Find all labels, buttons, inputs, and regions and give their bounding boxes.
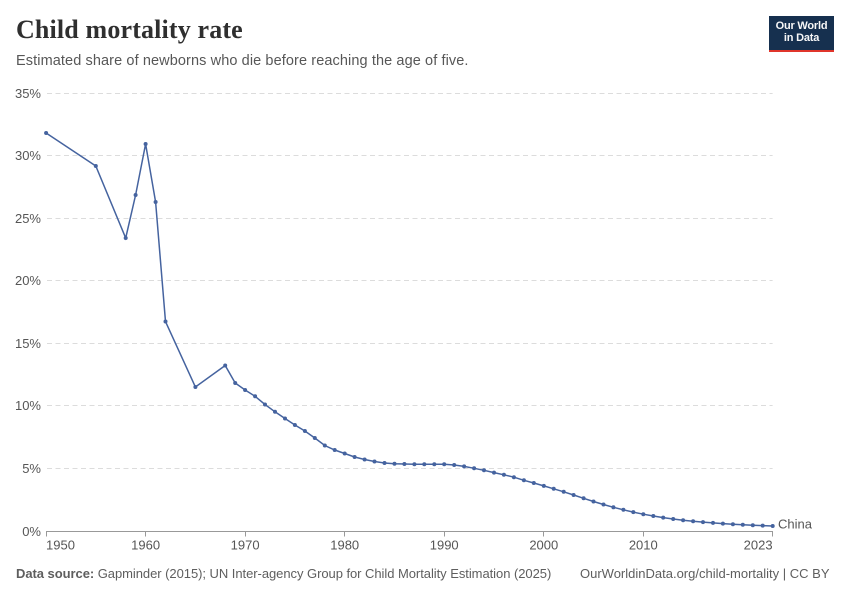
svg-text:1990: 1990 — [430, 537, 459, 552]
svg-text:25%: 25% — [15, 211, 41, 226]
svg-text:1980: 1980 — [330, 537, 359, 552]
svg-text:5%: 5% — [22, 461, 41, 476]
svg-text:1950: 1950 — [46, 537, 75, 552]
svg-text:China: China — [778, 517, 813, 532]
svg-text:2023: 2023 — [744, 537, 773, 552]
svg-text:10%: 10% — [15, 398, 41, 413]
svg-text:30%: 30% — [15, 148, 41, 163]
svg-text:1960: 1960 — [131, 537, 160, 552]
svg-text:2000: 2000 — [529, 537, 558, 552]
svg-text:20%: 20% — [15, 273, 41, 288]
svg-text:35%: 35% — [15, 86, 41, 101]
svg-text:0%: 0% — [22, 524, 41, 539]
svg-text:1970: 1970 — [231, 537, 260, 552]
svg-text:2010: 2010 — [629, 537, 658, 552]
svg-text:15%: 15% — [15, 336, 41, 351]
